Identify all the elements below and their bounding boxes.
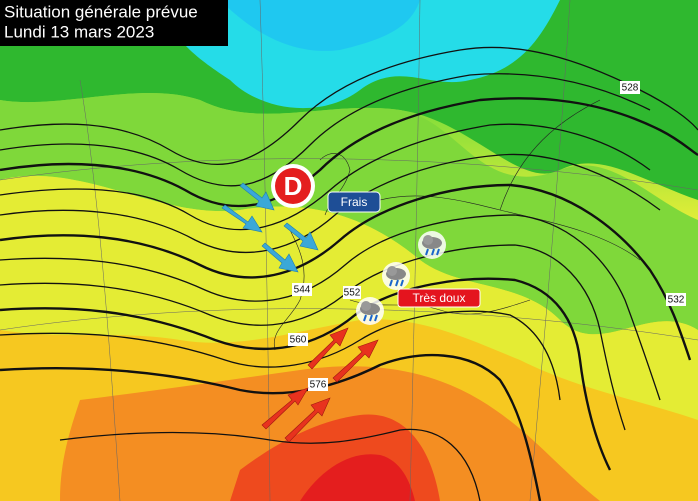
- annotation-label: Frais: [341, 195, 368, 209]
- contour-label: 552: [344, 288, 361, 299]
- label-bg: [343, 286, 361, 299]
- header-date: Lundi 13 mars 2023: [4, 22, 154, 41]
- label-bg: [292, 283, 312, 296]
- header-box: [0, 0, 228, 46]
- contour-label: 528: [622, 83, 639, 94]
- annotation-label: Très doux: [413, 291, 466, 305]
- warm-arrows: [261, 327, 379, 443]
- zone-deepred: [300, 454, 415, 501]
- contour-label: 544: [294, 285, 311, 296]
- label-bg: [666, 293, 686, 306]
- low-label: D: [284, 171, 303, 201]
- contours: [0, 46, 698, 501]
- zone-blue: [220, 0, 420, 51]
- annotation-box: [397, 288, 481, 308]
- contour-label: 532: [668, 295, 685, 306]
- contour-label: 576: [310, 380, 327, 391]
- contour-labels: 528 532 544 552 560 576: [288, 81, 686, 391]
- cold-arrows: [221, 182, 319, 273]
- label-bg: [288, 333, 308, 346]
- annotation-box: [327, 191, 381, 213]
- contour-label: 560: [290, 335, 307, 346]
- coastline: [273, 99, 641, 351]
- low-marker: [275, 168, 311, 204]
- header-title: Situation générale prévue: [4, 2, 198, 21]
- label-bg: [308, 378, 328, 391]
- rain-icons: [356, 231, 446, 325]
- label-bg: [620, 81, 640, 94]
